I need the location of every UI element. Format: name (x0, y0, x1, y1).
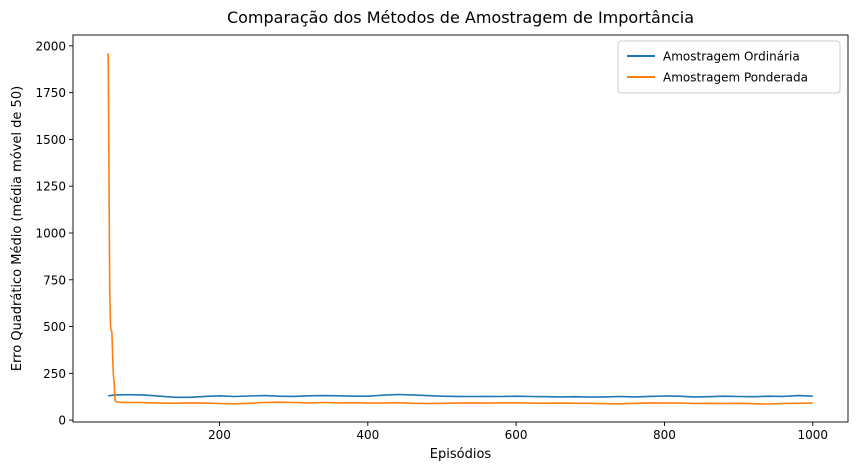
y-tick-label: 500 (43, 320, 66, 334)
x-tick-label: 600 (505, 428, 528, 442)
legend-label: Amostragem Ordinária (663, 50, 800, 64)
axes-frame (72, 34, 849, 423)
y-tick-label: 750 (43, 273, 66, 287)
chart-title: Comparação dos Métodos de Amostragem de … (227, 8, 694, 27)
x-tick-label: 1000 (797, 428, 828, 442)
y-tick-label: 0 (58, 414, 66, 428)
plot-area (73, 35, 848, 422)
series-line-2 (107, 53, 813, 405)
y-tick-label: 1000 (35, 226, 66, 240)
y-axis-label: Erro Quadrático Médio (média móvel de 50… (10, 86, 25, 371)
y-tick-label: 2000 (35, 39, 66, 53)
x-tick-label: 800 (653, 428, 676, 442)
x-tick-label: 400 (356, 428, 379, 442)
legend-box (617, 40, 841, 94)
y-tick-label: 1500 (35, 133, 66, 147)
y-tick-label: 1750 (35, 86, 66, 100)
axes-layer: 200 400 600 800 1000 0 250 500 750 1000 1250 1500 17… (35, 34, 849, 442)
series-line-1 (108, 393, 813, 399)
legend-label: Amostragem Ponderada (663, 71, 808, 85)
x-tick-label: 200 (208, 428, 231, 442)
legend: Amostragem Ordinária Amostragem Ponderada (617, 40, 841, 94)
series-layer (107, 53, 813, 405)
x-axis-label: Episódios (430, 447, 492, 462)
y-tick-label: 1250 (35, 180, 66, 194)
y-tick-label: 250 (43, 367, 66, 381)
